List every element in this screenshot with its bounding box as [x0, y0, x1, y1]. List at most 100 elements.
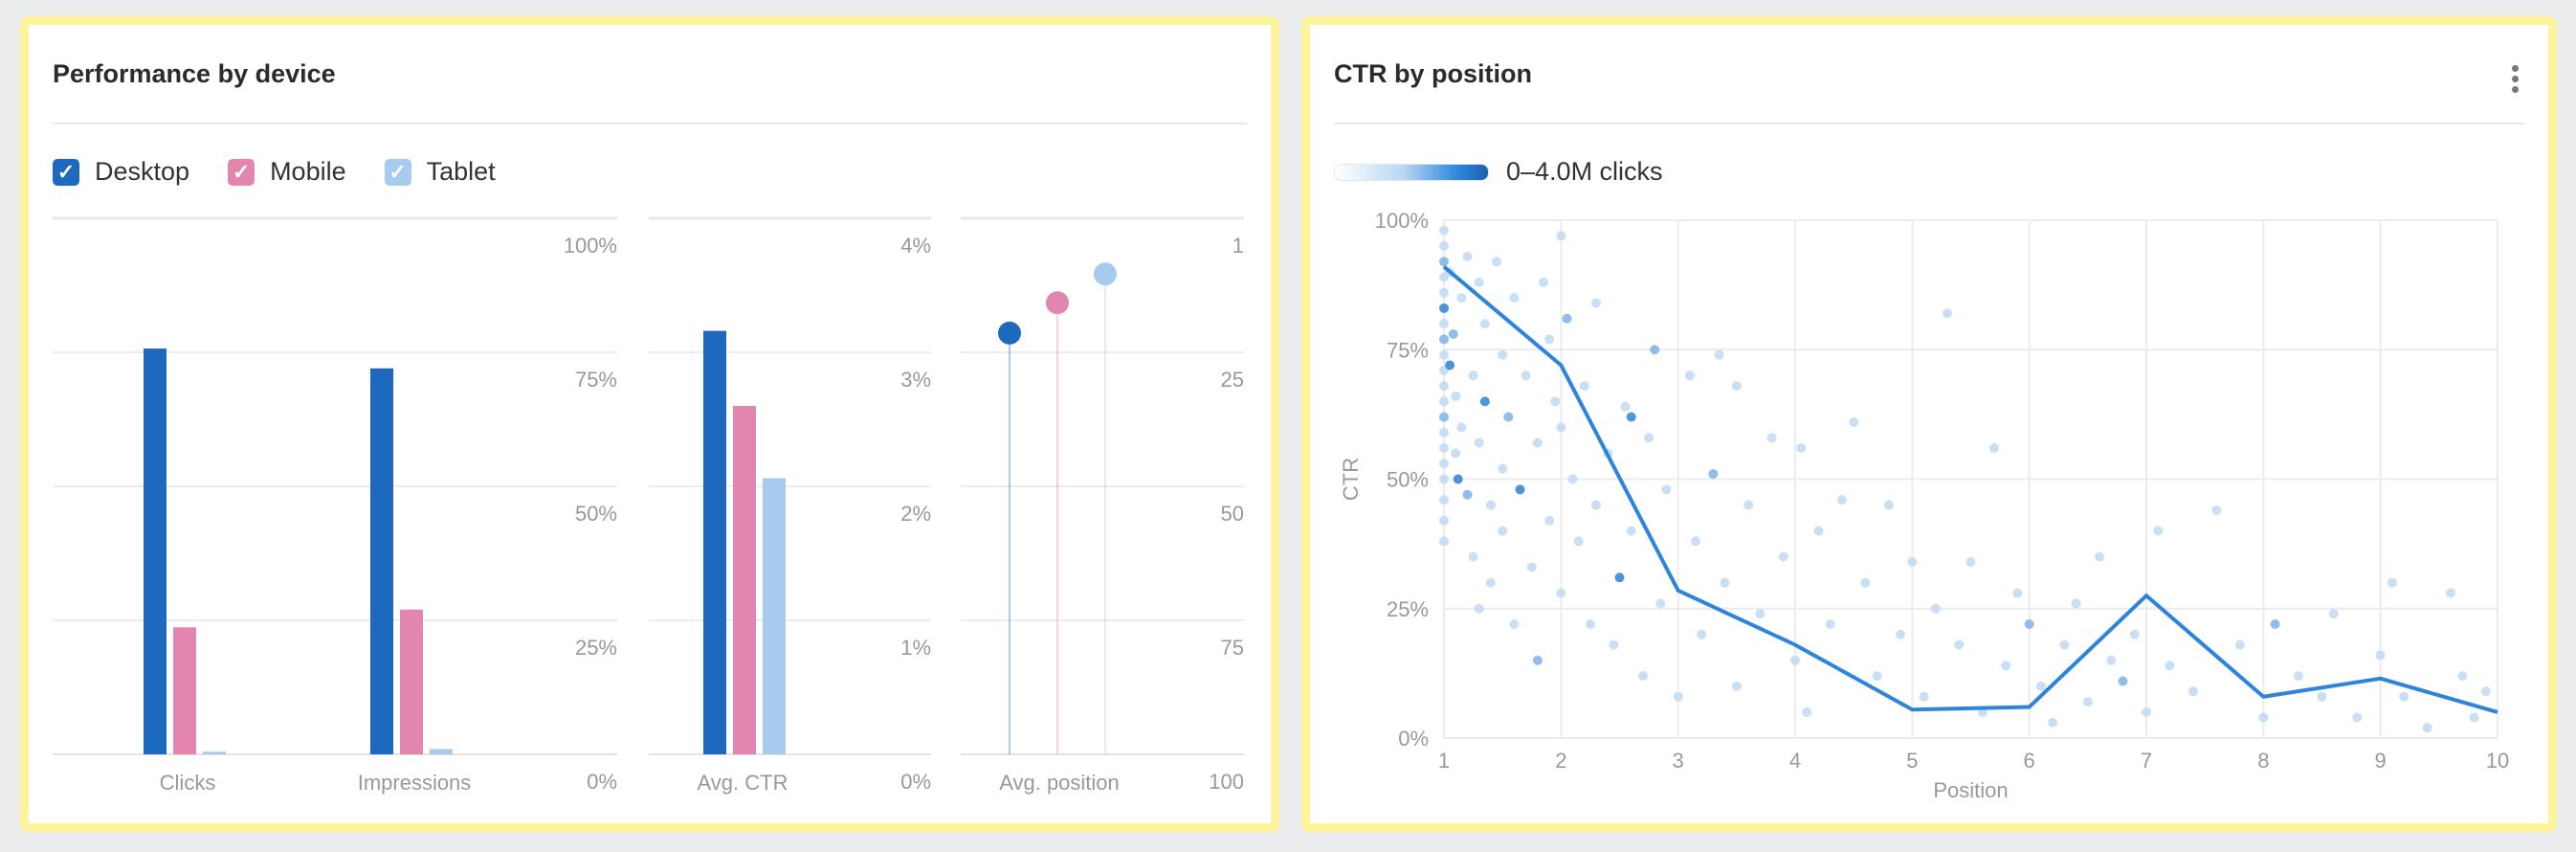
x-tick-label: 8: [2257, 749, 2269, 773]
legend-desktop-toggle[interactable]: ✓ Desktop: [53, 157, 189, 187]
scatter-point: [1860, 577, 1871, 588]
checkbox-checked-icon[interactable]: ✓: [228, 158, 255, 186]
scatter-point: [1684, 370, 1695, 381]
y-tick-label: 2%: [900, 502, 931, 526]
scatter-point: [1439, 412, 1449, 422]
performance-by-device-card: Performance by device ✓ Desktop ✓ Mobile…: [20, 16, 1279, 832]
scatter-point: [1907, 557, 1918, 568]
x-tick-label: 2: [1555, 749, 1566, 773]
scatter-point: [1526, 562, 1537, 572]
scatter-point: [1720, 577, 1730, 588]
scatter-point: [1778, 551, 1788, 562]
scatter-point: [1620, 401, 1631, 412]
y-tick-label: 100%: [564, 234, 617, 258]
scatter-point: [1544, 515, 1555, 526]
scatter-point: [2024, 618, 2034, 629]
scatter-point: [1614, 572, 1625, 583]
scatter-point: [1503, 412, 1514, 422]
scatter-point: [1509, 618, 1520, 629]
scatter-point: [1453, 474, 1463, 484]
ctr-trend-line: [1442, 265, 2498, 714]
scatter-point: [1439, 459, 1449, 469]
legend-mobile-toggle[interactable]: ✓ Mobile: [228, 157, 346, 187]
divider: [53, 123, 1247, 124]
scatter-point: [1485, 577, 1496, 588]
bar-tablet: [430, 749, 453, 754]
x-tick-label: 1: [1438, 749, 1450, 773]
scatter-point: [2165, 661, 2175, 671]
scatter-point: [2270, 618, 2280, 629]
scatter-point: [1439, 443, 1449, 454]
bar-desktop: [370, 368, 393, 754]
scatter-point: [1439, 427, 1449, 437]
scatter-point: [1766, 433, 1777, 443]
checkbox-checked-icon[interactable]: ✓: [53, 158, 79, 186]
x-tick-label: 6: [2024, 749, 2035, 773]
scatter-point: [2118, 676, 2128, 686]
scatter-point: [1567, 474, 1578, 484]
scatter-point: [2129, 629, 2140, 639]
scatter-point: [1439, 396, 1449, 407]
scatter-point: [2399, 691, 2409, 702]
scatter-point: [2012, 588, 2023, 598]
x-category-label: Clicks: [160, 771, 216, 795]
scatter-point: [2457, 671, 2468, 682]
scatter-point: [1673, 691, 1683, 702]
scatter-point: [1661, 484, 1672, 495]
scatter-point: [1930, 603, 1941, 614]
scatter-point: [1691, 536, 1701, 547]
legend-label: 0–4.0M clicks: [1506, 157, 1663, 186]
scatter-point: [1708, 469, 1719, 480]
scatter-point: [1498, 463, 1508, 474]
scatter-point: [1485, 500, 1496, 510]
scatter-point: [1579, 381, 1589, 392]
ctr-by-position-card: CTR by position 0–4.0M clicks 100% 75% 50%…: [1301, 16, 2557, 832]
scatter-point: [2317, 691, 2327, 702]
scatter-point: [1439, 515, 1449, 526]
scatter-point: [2422, 723, 2432, 733]
scatter-point: [1439, 495, 1449, 505]
scatter-point: [2294, 671, 2304, 682]
kebab-menu-icon[interactable]: [2505, 63, 2524, 96]
checkbox-checked-icon[interactable]: ✓: [384, 158, 411, 186]
scatter-point: [2469, 712, 2479, 723]
scatter-point: [1591, 500, 1602, 510]
scatter-point: [1439, 303, 1449, 313]
scatter-point: [1644, 433, 1654, 443]
scatter-point: [1439, 225, 1449, 235]
y-tick-label: 75%: [1387, 338, 1429, 362]
scatter-point: [1439, 349, 1449, 360]
legend-tablet-toggle[interactable]: ✓ Tablet: [384, 157, 496, 187]
scatter-point: [1498, 526, 1508, 536]
bar-mobile: [173, 627, 196, 754]
scatter-point: [1813, 526, 1824, 536]
scatter-point: [1755, 609, 1765, 619]
y-axis-label: CTR: [1339, 458, 1363, 501]
x-tick-label: 3: [1673, 749, 1684, 773]
y-tick-label: 25: [1221, 368, 1244, 392]
scatter-point: [1731, 381, 1742, 392]
y-tick-label: 25%: [1387, 597, 1429, 621]
legend-label: Mobile: [270, 157, 346, 186]
x-tick-label: 5: [1906, 749, 1918, 773]
scatter-point: [1872, 671, 1882, 682]
scatter-point: [1468, 551, 1478, 562]
scatter-point: [2071, 598, 2081, 609]
scatter-point: [2234, 639, 2245, 650]
scatter-point: [1714, 349, 1724, 360]
scatter-point: [2258, 712, 2269, 723]
gradient-scale: [1334, 163, 1489, 181]
lollipop-dot-tablet: [1094, 262, 1117, 286]
scatter-point: [2153, 526, 2164, 536]
scatter-point: [2480, 686, 2491, 697]
scatter-point: [1556, 231, 1566, 241]
legend-label: Tablet: [426, 157, 496, 186]
bar-mobile: [733, 406, 756, 754]
scatter-point: [1468, 370, 1478, 381]
legend-label: Desktop: [95, 157, 190, 186]
scatter-point: [1532, 655, 1543, 665]
scatter-point: [2001, 661, 2011, 671]
scatter-point: [1825, 618, 1835, 629]
bar-tablet: [203, 751, 226, 754]
scatter-point: [1650, 345, 1660, 355]
